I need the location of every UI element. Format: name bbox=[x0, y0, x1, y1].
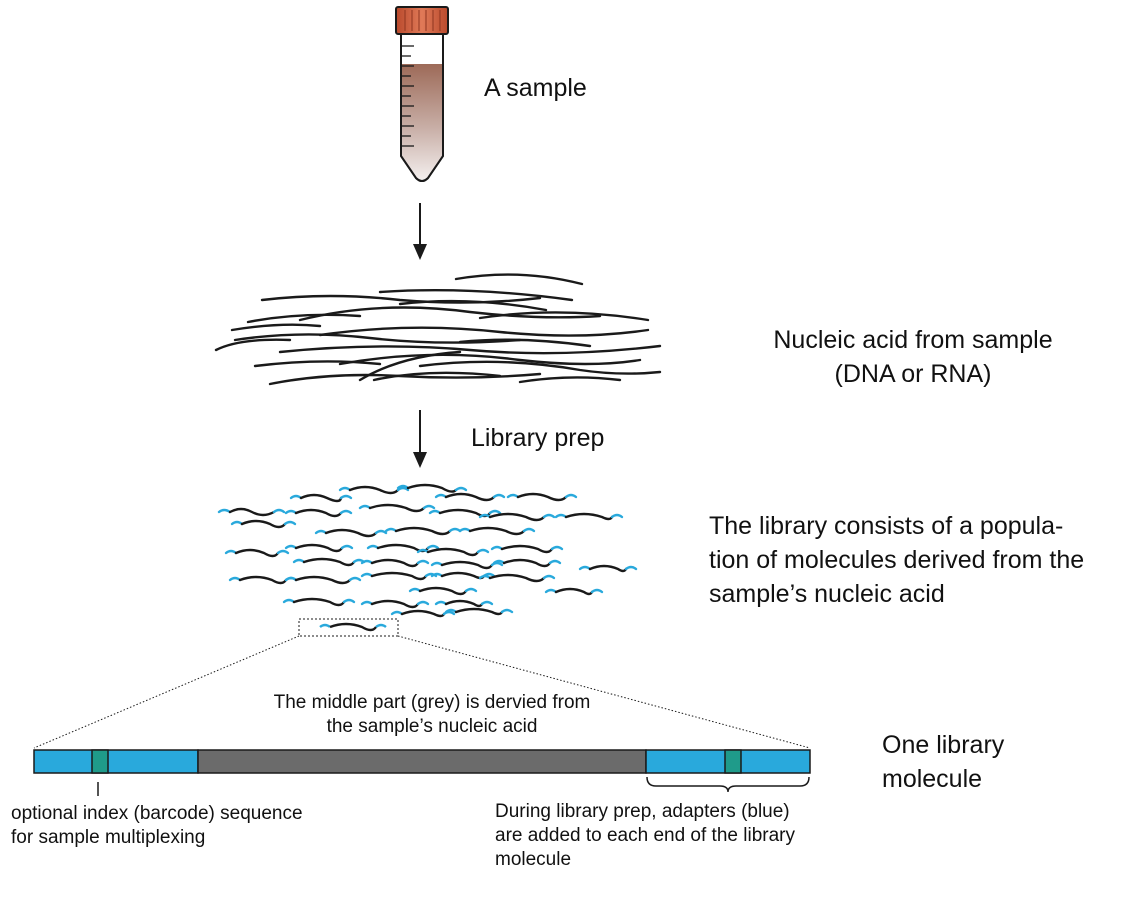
library-fragment bbox=[478, 512, 556, 522]
adapter-bracket bbox=[646, 776, 810, 793]
library-fragment bbox=[506, 492, 578, 502]
arrow-down-icon bbox=[413, 410, 427, 468]
zoom-selection-box bbox=[298, 618, 399, 637]
library-fragment bbox=[284, 543, 354, 553]
library-fragment bbox=[478, 573, 556, 583]
library-fragment bbox=[292, 557, 366, 567]
nucleic-acid-label: Nucleic acid from sample (DNA or RNA) bbox=[773, 326, 1053, 388]
library-fragment bbox=[289, 493, 353, 503]
index-right bbox=[724, 749, 742, 774]
library-fragment bbox=[554, 512, 624, 521]
library-fragment bbox=[282, 597, 356, 607]
arrow-down-icon bbox=[413, 203, 427, 260]
library-prep-label: Library prep bbox=[471, 424, 605, 452]
library-fragment bbox=[434, 599, 494, 608]
library-fragment bbox=[358, 503, 436, 513]
library-fragment bbox=[444, 607, 514, 616]
index-left bbox=[91, 749, 109, 774]
library-fragment bbox=[360, 571, 438, 581]
library-fragment bbox=[490, 544, 564, 554]
middle-part-label: The middle part (grey) is dervied from t… bbox=[273, 692, 591, 737]
library-fragment bbox=[458, 526, 536, 536]
library-label: The library consists of a popula- tion o… bbox=[709, 512, 1085, 608]
library-fragment bbox=[314, 528, 388, 538]
library-fragment bbox=[396, 483, 468, 493]
library-fragment bbox=[390, 609, 456, 618]
library-fragment bbox=[428, 508, 502, 518]
index-label: optional index (barcode) sequence for sa… bbox=[11, 803, 303, 848]
library-fragment bbox=[492, 558, 562, 568]
library-fragment bbox=[578, 564, 638, 573]
library-fragment bbox=[360, 558, 430, 568]
library-fragment bbox=[230, 519, 297, 529]
library-fragment bbox=[430, 560, 504, 570]
one-molecule-label: One library molecule bbox=[882, 731, 1005, 793]
library-fragment bbox=[224, 548, 290, 558]
insert bbox=[197, 749, 647, 774]
library-fragment bbox=[284, 575, 362, 585]
adapters-label: During library prep, adapters (blue) are… bbox=[495, 801, 795, 870]
library-fragment bbox=[384, 526, 462, 536]
library-fragment bbox=[544, 587, 604, 596]
library-fragment bbox=[416, 547, 490, 557]
library-fragment bbox=[434, 492, 506, 502]
sample-tube-icon bbox=[395, 6, 449, 182]
library-fragment bbox=[408, 586, 478, 596]
sample-label: A sample bbox=[484, 74, 587, 102]
library-fragment bbox=[366, 543, 440, 553]
adapter-left bbox=[33, 749, 199, 774]
library-fragment bbox=[217, 507, 286, 517]
library-fragment bbox=[338, 485, 410, 495]
library-fragment bbox=[284, 508, 353, 518]
library-fragment bbox=[360, 599, 430, 609]
zoom-lines bbox=[33, 635, 811, 749]
library-fragments bbox=[217, 483, 638, 618]
nucleic-acid-strands bbox=[214, 273, 662, 386]
library-molecule bbox=[33, 749, 811, 774]
